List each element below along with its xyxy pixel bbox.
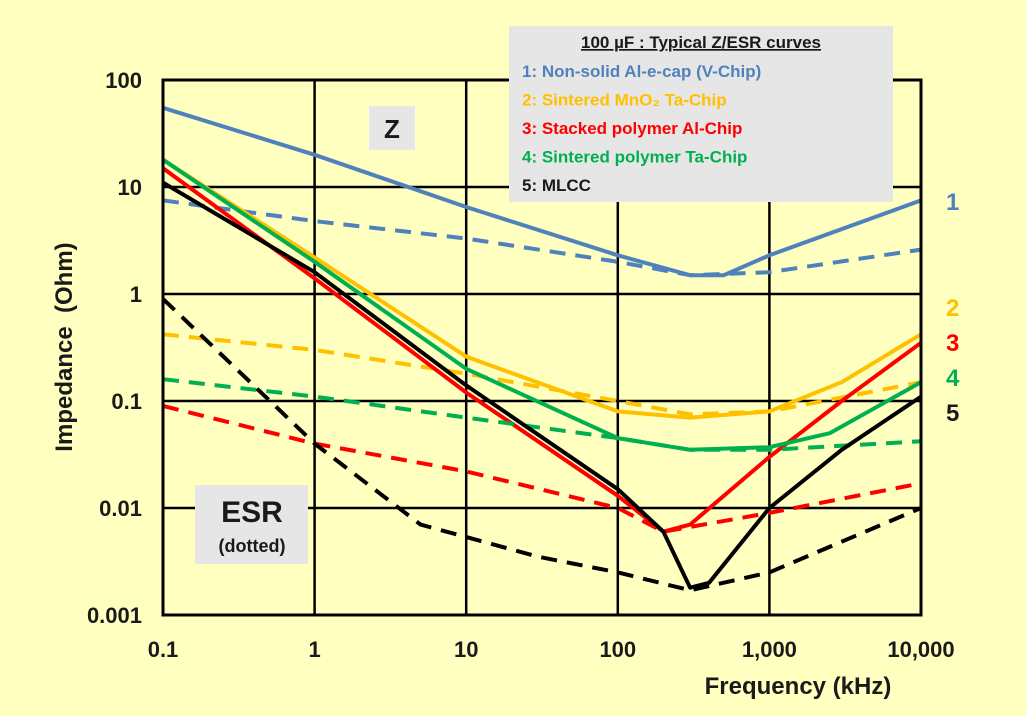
x-tick-label: 10 (454, 637, 478, 662)
esr-label: ESR (221, 496, 283, 529)
esr-line-4 (162, 377, 922, 452)
esr-sublabel: (dotted) (219, 536, 286, 556)
end-label-2: 2 (946, 295, 959, 322)
x-axis-title: Frequency (kHz) (705, 673, 892, 700)
series-1 (162, 105, 922, 278)
x-tick-label: 1,000 (742, 637, 797, 662)
legend-entry-1: 1: Non-solid Al-e-cap (V-Chip) (522, 62, 761, 81)
z-line-2 (161, 158, 923, 420)
y-tick-label: 10 (118, 175, 142, 200)
end-label-5: 5 (946, 400, 959, 427)
z-line-5 (161, 180, 923, 590)
x-tick-label: 100 (599, 637, 636, 662)
y-tick-label: 0.01 (99, 496, 142, 521)
series-2 (161, 158, 923, 420)
legend-entry-3: 3: Stacked polymer Al-Chip (522, 119, 742, 138)
y-tick-label: 0.1 (111, 389, 142, 414)
esr-label-box: ESR (dotted) (195, 485, 308, 564)
series-4 (161, 158, 922, 452)
z-line-4 (161, 158, 922, 452)
esr-line-5 (161, 297, 922, 593)
x-tick-label: 1 (308, 637, 320, 662)
legend-entry-4: 4: Sintered polymer Ta-Chip (522, 148, 747, 167)
y-tick-label: 100 (105, 68, 142, 93)
end-label-4: 4 (946, 365, 960, 392)
end-label-3: 3 (946, 330, 959, 357)
legend: 100 µF : Typical Z/ESR curves 1: Non-sol… (509, 26, 893, 202)
y-tick-label: 1 (130, 282, 142, 307)
legend-entry-5: 5: MLCC (522, 176, 591, 195)
z-label: Z (384, 114, 400, 144)
x-tick-label: 10,000 (887, 637, 954, 662)
z-label-box: Z (369, 106, 415, 150)
end-label-1: 1 (946, 189, 959, 216)
x-tick-label: 0.1 (148, 637, 179, 662)
series-end-labels: 1 2 3 4 5 (946, 189, 960, 427)
z-line-1 (162, 105, 922, 278)
legend-title: 100 µF : Typical Z/ESR curves (581, 33, 821, 52)
chart-ticks: 0.1 1 10 100 1,000 10,000 0.001 0.01 0.1 1 10 100 (87, 68, 955, 662)
y-axis-title: Impedance (Ohm) (51, 242, 78, 451)
esr-line-1 (162, 198, 922, 278)
legend-entry-2: 2: Sintered MnO₂ Ta-Chip (522, 91, 727, 110)
chart-series (161, 105, 923, 593)
y-tick-label: 0.001 (87, 603, 142, 628)
series-5 (161, 180, 923, 593)
